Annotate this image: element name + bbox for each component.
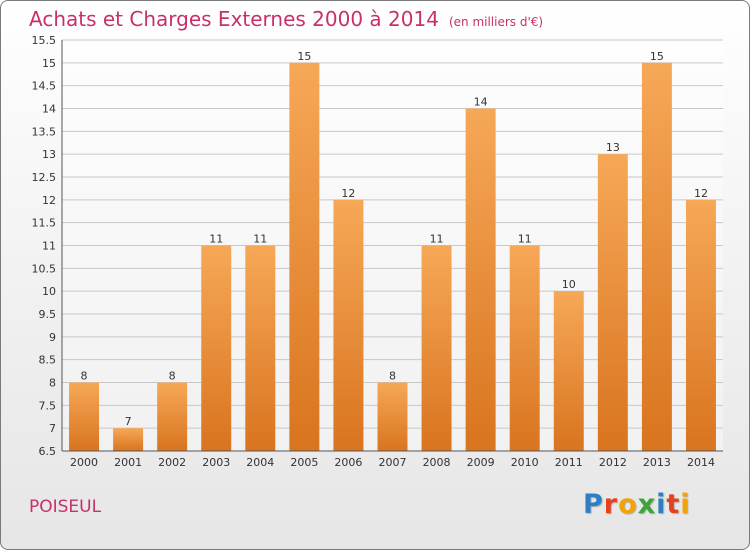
logo-letter: t <box>666 489 681 520</box>
bar <box>641 62 672 451</box>
y-tick-label: 12 <box>42 194 56 207</box>
proxiti-logo: Proxiti <box>583 489 691 520</box>
bar <box>201 245 232 451</box>
y-tick-label: 10.5 <box>32 262 57 275</box>
y-tick-label: 12.5 <box>32 171 57 184</box>
x-tick-label: 2007 <box>379 456 407 469</box>
bar-value-label: 7 <box>125 415 132 428</box>
logo-letter: i <box>656 489 667 520</box>
x-tick-label: 2002 <box>158 456 186 469</box>
bar <box>421 245 452 451</box>
bar-value-label: 8 <box>81 370 88 383</box>
bar <box>597 154 628 451</box>
y-tick-label: 14.5 <box>32 80 57 93</box>
logo-letter: P <box>583 489 604 520</box>
x-tick-label: 2003 <box>202 456 230 469</box>
logo-letter: r <box>603 489 619 520</box>
bar <box>113 428 144 451</box>
x-tick-label: 2001 <box>114 456 142 469</box>
bar-value-label: 13 <box>606 141 620 154</box>
x-tick-label: 2010 <box>511 456 539 469</box>
bar-value-label: 12 <box>694 187 708 200</box>
x-tick-label: 2009 <box>467 456 495 469</box>
x-tick-label: 2004 <box>246 456 274 469</box>
y-tick-label: 11 <box>42 240 56 253</box>
x-tick-label: 2013 <box>643 456 671 469</box>
bar <box>377 382 408 451</box>
bar <box>685 199 716 451</box>
y-tick-label: 11.5 <box>32 217 57 230</box>
bar <box>553 291 584 451</box>
bar <box>465 108 496 451</box>
bar <box>245 245 276 451</box>
y-tick-label: 7.5 <box>39 399 57 412</box>
title-unit: (en milliers d'€) <box>448 15 544 29</box>
bar-value-label: 11 <box>518 233 532 246</box>
title-text: Achats et Charges Externes 2000 à 2014 <box>29 7 439 31</box>
bar-value-label: 11 <box>253 233 267 246</box>
bar-value-label: 10 <box>562 278 576 291</box>
x-tick-label: 2012 <box>599 456 627 469</box>
y-tick-label: 15 <box>42 57 56 70</box>
y-tick-label: 8.5 <box>39 354 57 367</box>
y-tick-label: 14 <box>42 103 56 116</box>
logo-letter: o <box>618 489 638 520</box>
bar <box>69 382 100 451</box>
y-tick-label: 13.5 <box>32 125 57 138</box>
bar-value-label: 11 <box>209 233 223 246</box>
y-tick-label: 15.5 <box>32 34 57 47</box>
x-tick-label: 2014 <box>687 456 715 469</box>
y-tick-label: 13 <box>42 148 56 161</box>
y-tick-label: 9 <box>49 331 56 344</box>
y-tick-label: 7 <box>49 422 56 435</box>
bar-value-label: 12 <box>341 187 355 200</box>
y-tick-label: 8 <box>49 377 56 390</box>
x-tick-label: 2005 <box>290 456 318 469</box>
bar-value-label: 8 <box>169 370 176 383</box>
logo-letter: x <box>637 489 657 520</box>
logo-letter: i <box>680 489 691 520</box>
x-tick-label: 2011 <box>555 456 583 469</box>
y-tick-label: 6.5 <box>39 445 57 458</box>
bar-value-label: 8 <box>389 370 396 383</box>
y-tick-label: 10 <box>42 285 56 298</box>
bar-value-label: 15 <box>297 50 311 63</box>
x-tick-label: 2008 <box>423 456 451 469</box>
y-tick-label: 9.5 <box>39 308 57 321</box>
bar-value-label: 15 <box>650 50 664 63</box>
x-tick-label: 2000 <box>70 456 98 469</box>
chart-title: Achats et Charges Externes 2000 à 2014 (e… <box>29 7 543 31</box>
x-tick-label: 2006 <box>334 456 362 469</box>
bar-value-label: 11 <box>430 233 444 246</box>
bar-value-label: 14 <box>474 96 488 109</box>
bar <box>509 245 540 451</box>
bar <box>333 199 364 451</box>
bar <box>289 62 320 451</box>
bar <box>157 382 188 451</box>
commune-name: POISEUL <box>29 497 102 517</box>
